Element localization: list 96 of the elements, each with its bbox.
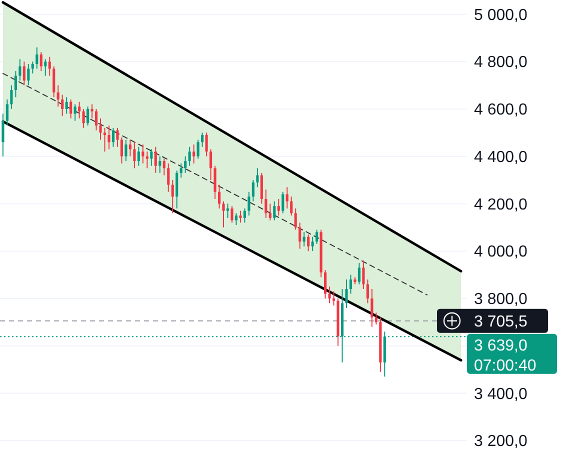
candlestick (205, 132, 208, 157)
candlestick (40, 52, 42, 72)
candlestick (302, 232, 306, 247)
candlestick (260, 172, 263, 204)
candlestick (214, 165, 216, 200)
y-tick-label: 3 800,0 (474, 291, 528, 308)
candlestick (65, 96, 68, 114)
candlestick (324, 270, 327, 299)
candlestick (27, 63, 30, 86)
candlestick (86, 106, 90, 126)
candlestick (230, 206, 234, 224)
ref-line-label: 3 705,5 (474, 313, 528, 330)
candlestick (298, 222, 302, 250)
candlestick (226, 203, 230, 218)
candlestick (116, 127, 119, 148)
candlestick (120, 136, 124, 164)
candlestick (108, 125, 110, 150)
candlestick (18, 58, 22, 82)
candlestick (48, 56, 51, 76)
candlestick (268, 203, 272, 221)
candlestick (112, 127, 115, 148)
candlestick (180, 162, 182, 178)
y-tick-label: 4 600,0 (474, 102, 528, 119)
candlestick (22, 61, 26, 86)
candlestick (358, 262, 360, 285)
candlestick (94, 108, 98, 131)
candlestick (374, 312, 378, 326)
candlestick (176, 170, 178, 209)
y-tick-label: 5 000,0 (474, 6, 528, 24)
candlestick (6, 98, 8, 126)
candlestick (70, 98, 72, 119)
candlestick (154, 146, 157, 174)
candlestick (286, 186, 288, 209)
candlestick (192, 144, 196, 164)
candlestick (137, 146, 140, 166)
candlestick (290, 196, 293, 216)
candlestick (61, 94, 64, 117)
candlestick (184, 156, 187, 174)
candlestick (52, 66, 56, 98)
candlestick (103, 127, 106, 152)
candlestick (256, 168, 259, 188)
y-tick-label: 3 400,0 (474, 386, 528, 403)
candlestick (99, 118, 102, 140)
candlestick (74, 104, 76, 122)
candlestick (10, 84, 13, 110)
y-tick-label: 4 200,0 (474, 196, 528, 214)
candlestick (196, 139, 200, 160)
candlestick (239, 210, 242, 224)
candlestick (277, 198, 280, 216)
candlestick (2, 113, 4, 157)
candlestick (150, 148, 153, 166)
y-tick-label: 4 400,0 (474, 148, 528, 166)
candlestick (222, 200, 225, 228)
candlestick (44, 58, 47, 76)
candlestick (248, 191, 250, 216)
text: 07:00:40 (474, 357, 536, 374)
candlestick (128, 139, 132, 157)
candlestick (311, 236, 314, 252)
candlestick (171, 180, 174, 214)
candlestick (14, 70, 17, 98)
candlestick (82, 108, 85, 128)
candlestick (162, 158, 166, 176)
ref-line-label: 3 639,0 (474, 337, 528, 354)
candlestick (243, 208, 246, 224)
candlestick (142, 144, 144, 164)
candlestick (362, 260, 365, 290)
y-tick-label: 4 800,0 (474, 54, 528, 72)
candlestick (209, 148, 212, 181)
candlestick (294, 208, 297, 230)
candlestick (167, 162, 170, 192)
candlestick (264, 188, 268, 218)
y-tick-label: 4 000,0 (474, 244, 528, 261)
candlestick (366, 279, 369, 304)
candlestick (316, 229, 318, 244)
candlestick (158, 156, 162, 174)
candlestick (328, 286, 331, 304)
candlestick (31, 61, 34, 74)
candlestick (349, 274, 352, 294)
candlestick (370, 288, 374, 328)
candlestick (133, 142, 136, 169)
candlestick (90, 104, 94, 119)
candlestick (124, 139, 128, 162)
candlestick (201, 132, 204, 148)
candlestick (234, 212, 238, 226)
candlestick (188, 146, 191, 166)
candlestick (345, 279, 348, 308)
candlestick (273, 200, 276, 221)
candlestick (307, 234, 310, 252)
y-tick-label: 3 200,0 (474, 433, 528, 450)
candlestick (78, 101, 81, 119)
candlestick (332, 290, 336, 306)
candlestick (252, 180, 254, 202)
candlestick (56, 84, 60, 108)
candlestick (218, 184, 221, 209)
candlestick (36, 46, 38, 70)
candlestick (282, 191, 284, 214)
